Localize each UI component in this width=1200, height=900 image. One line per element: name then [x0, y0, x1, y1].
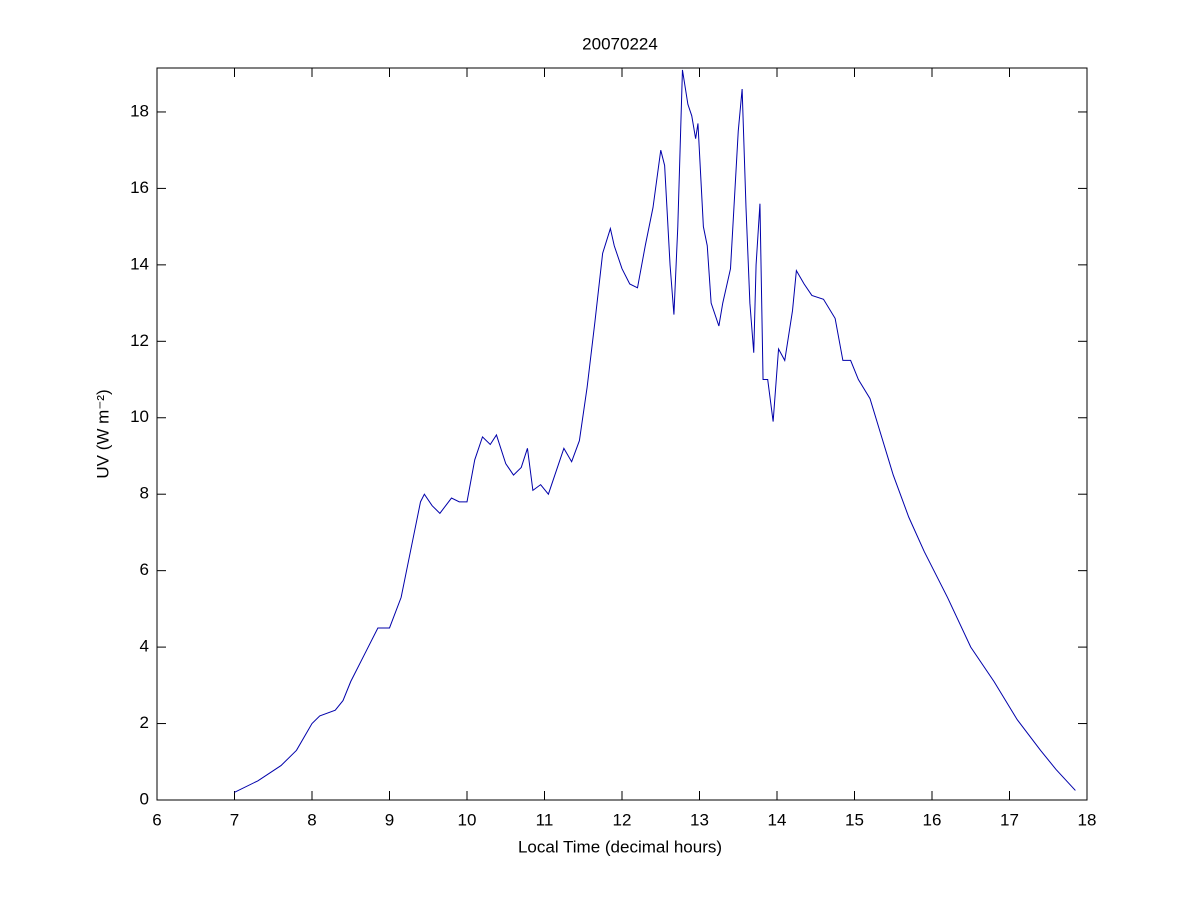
y-tick-label: 8 [140, 484, 149, 503]
x-tick-label: 8 [307, 810, 316, 829]
y-axis-label: UV (W m⁻²) [93, 389, 112, 478]
x-tick-label: 17 [1000, 810, 1019, 829]
x-tick-label: 14 [768, 810, 787, 829]
x-tick-label: 12 [613, 810, 632, 829]
x-tick-label: 15 [845, 810, 864, 829]
y-tick-label: 12 [130, 331, 149, 350]
y-tick-label: 18 [130, 101, 149, 120]
x-tick-label: 10 [458, 810, 477, 829]
y-tick-label: 0 [140, 789, 149, 808]
y-tick-label: 4 [140, 637, 149, 656]
y-tick-label: 6 [140, 560, 149, 579]
x-tick-label: 6 [152, 810, 161, 829]
x-tick-label: 7 [230, 810, 239, 829]
y-tick-label: 14 [130, 254, 149, 273]
data-line [234, 69, 1076, 793]
y-tick-label: 2 [140, 713, 149, 732]
x-tick-label: 18 [1078, 810, 1097, 829]
x-axis-label: Local Time (decimal hours) [518, 837, 722, 856]
chart-title: 20070224 [582, 34, 658, 53]
x-tick-label: 16 [923, 810, 942, 829]
y-tick-label: 16 [130, 178, 149, 197]
y-tick-label: 10 [130, 407, 149, 426]
x-tick-label: 13 [690, 810, 709, 829]
plot-area [156, 67, 1088, 801]
x-tick-label: 9 [385, 810, 394, 829]
x-tick-label: 11 [536, 810, 554, 829]
